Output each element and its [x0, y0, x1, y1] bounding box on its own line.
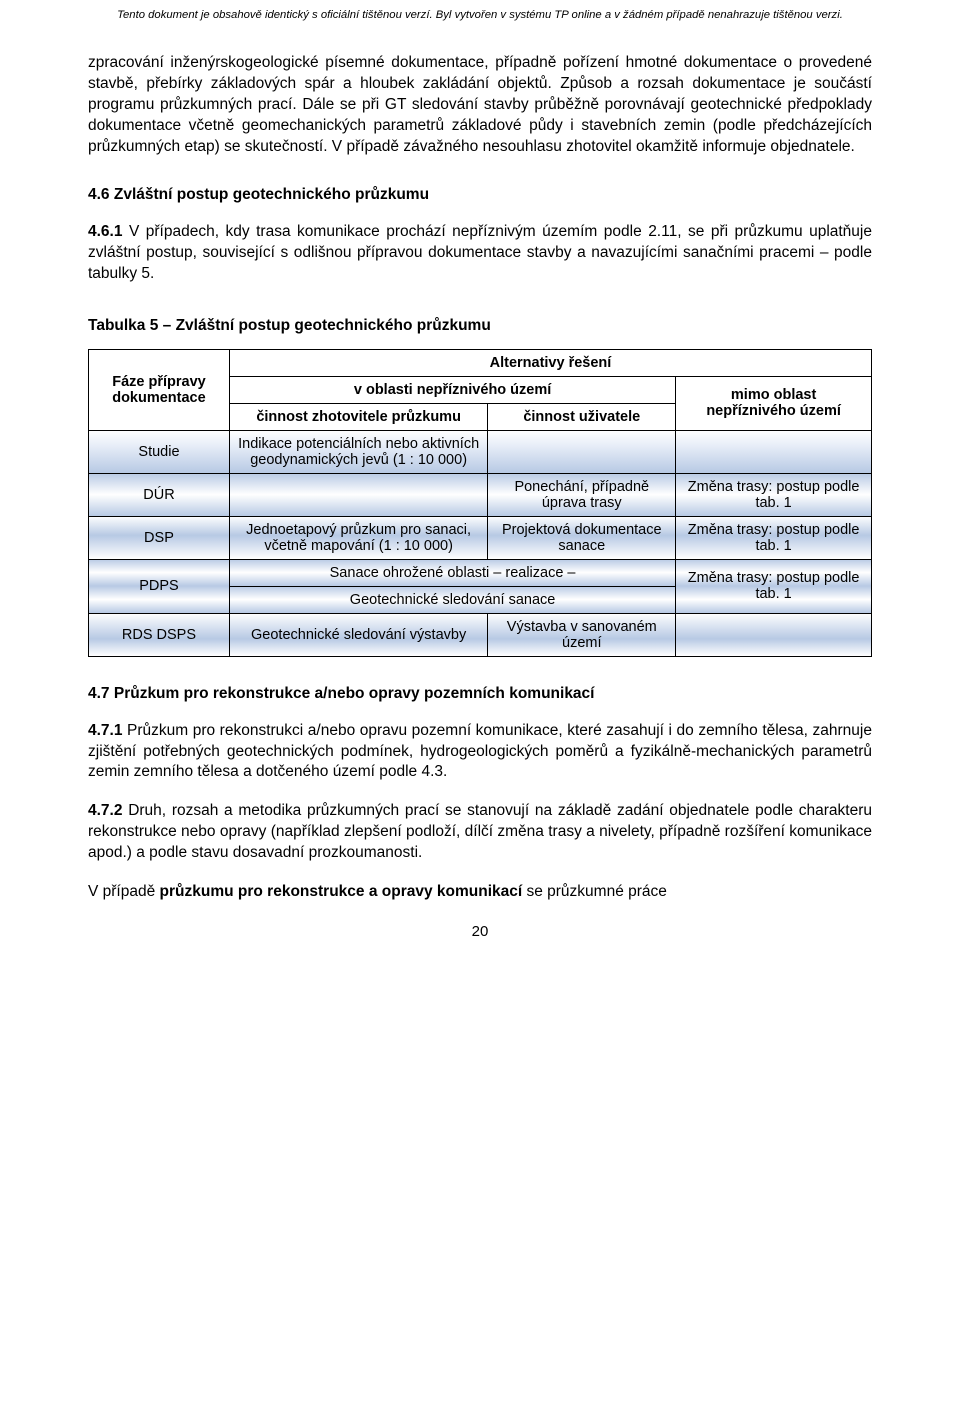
table-row-pdps-1: PDPS Sanace ohrožené oblasti – realizace…: [89, 559, 872, 586]
text-4-7-2: Druh, rozsah a metodika průzkumných prac…: [88, 802, 872, 861]
cell-pdps-sledovani: Geotechnické sledování sanace: [229, 586, 675, 613]
text-pre: V případě: [88, 883, 160, 900]
cell-rds-mimo: [676, 613, 872, 656]
text-4-7-1: Průzkum pro rekonstrukci a/nebo opravu p…: [88, 722, 872, 781]
cell-dur-zhot: [229, 473, 487, 516]
paragraph-4-7-2: 4.7.2 Druh, rozsah a metodika průzkumnýc…: [88, 801, 872, 864]
cell-rds-zhot: Geotechnické sledování výstavby: [229, 613, 487, 656]
th-uziv: činnost uživatele: [488, 403, 676, 430]
page-number: 20: [88, 923, 872, 940]
cell-pdps-mimo: Změna trasy: postup podle tab. 1: [676, 559, 872, 613]
table-row-dsp: DSP Jednoetapový průzkum pro sanaci, vče…: [89, 516, 872, 559]
cell-pdps-sanace: Sanace ohrožené oblasti – realizace –: [229, 559, 675, 586]
th-oblast: v oblasti nepříznivého území: [229, 376, 675, 403]
table-5: Fáze přípravy dokumentace Alternativy ře…: [88, 349, 872, 657]
paragraph-4-7-last: V případě průzkumu pro rekonstrukce a op…: [88, 882, 872, 903]
header-notice: Tento dokument je obsahově identický s o…: [0, 0, 960, 29]
table-5-title: Tabulka 5 – Zvláštní postup geotechnické…: [88, 317, 872, 335]
table-row-studie: Studie Indikace potenciálních nebo aktiv…: [89, 430, 872, 473]
text-bold: průzkumu pro rekonstrukce a opravy komun…: [160, 883, 523, 900]
th-zhot: činnost zhotovitele průzkumu: [229, 403, 487, 430]
num-4-7-1: 4.7.1: [88, 722, 122, 739]
cell-studie-faze: Studie: [89, 430, 230, 473]
cell-studie-uziv: [488, 430, 676, 473]
cell-dsp-faze: DSP: [89, 516, 230, 559]
heading-4-6: 4.6 Zvláštní postup geotechnického průzk…: [88, 186, 872, 204]
cell-studie-mimo: [676, 430, 872, 473]
th-faze: Fáze přípravy dokumentace: [89, 349, 230, 430]
text-4-6-1: V případech, kdy trasa komunikace prochá…: [88, 223, 872, 282]
th-mimo: mimo oblast nepříznivého území: [676, 376, 872, 430]
table-row-header-1: Fáze přípravy dokumentace Alternativy ře…: [89, 349, 872, 376]
th-alternativy: Alternativy řešení: [229, 349, 871, 376]
cell-rds-uziv: Výstavba v sanovaném území: [488, 613, 676, 656]
cell-studie-zhot: Indikace potenciálních nebo aktivních ge…: [229, 430, 487, 473]
num-4-6-1: 4.6.1: [88, 223, 122, 240]
heading-4-7: 4.7 Průzkum pro rekonstrukce a/nebo opra…: [88, 685, 872, 703]
paragraph-4-7-1: 4.7.1 Průzkum pro rekonstrukci a/nebo op…: [88, 721, 872, 784]
cell-dur-uziv: Ponechání, případně úprava trasy: [488, 473, 676, 516]
cell-pdps-faze: PDPS: [89, 559, 230, 613]
table-row-rds: RDS DSPS Geotechnické sledování výstavby…: [89, 613, 872, 656]
cell-dur-mimo: Změna trasy: postup podle tab. 1: [676, 473, 872, 516]
page-content: zpracování inženýrskogeologické písemné …: [0, 29, 960, 960]
text-post: se průzkumné práce: [522, 883, 667, 900]
cell-dur-faze: DÚR: [89, 473, 230, 516]
paragraph-intro: zpracování inženýrskogeologické písemné …: [88, 53, 872, 158]
num-4-7-2: 4.7.2: [88, 802, 122, 819]
cell-rds-faze: RDS DSPS: [89, 613, 230, 656]
cell-dsp-zhot: Jednoetapový průzkum pro sanaci, včetně …: [229, 516, 487, 559]
cell-dsp-mimo: Změna trasy: postup podle tab. 1: [676, 516, 872, 559]
cell-dsp-uziv: Projektová dokumentace sanace: [488, 516, 676, 559]
table-row-dur: DÚR Ponechání, případně úprava trasy Změ…: [89, 473, 872, 516]
paragraph-4-6-1: 4.6.1 V případech, kdy trasa komunikace …: [88, 222, 872, 285]
